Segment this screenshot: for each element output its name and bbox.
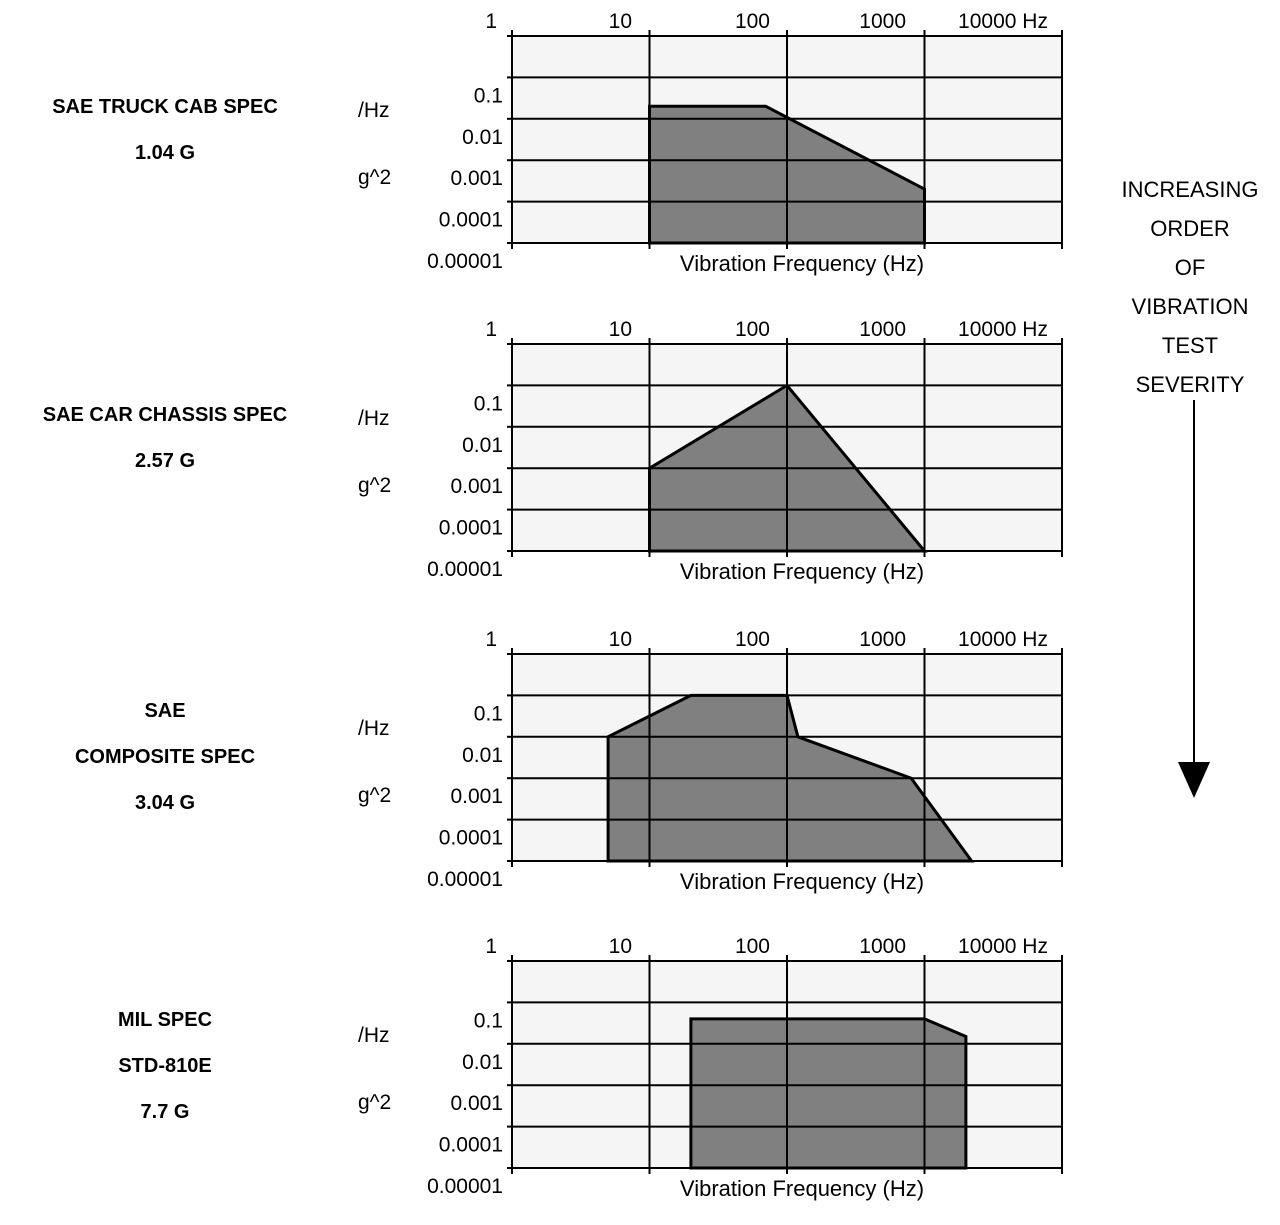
y-tick-label: 0.0001 <box>439 1134 503 1157</box>
y-tick-label: 0.001 <box>450 785 503 808</box>
x-tick-label: 100 <box>735 10 770 33</box>
x-tick-label: 100 <box>735 318 770 341</box>
severity-line: ORDER <box>1150 216 1230 241</box>
x-tick-label: 10000 Hz <box>958 628 1048 651</box>
y-tick-label: 0.001 <box>450 475 503 498</box>
y-axis-label: /Hz <box>358 407 390 430</box>
x-tick-label: 100 <box>735 628 770 651</box>
x-tick-label: 10000 Hz <box>958 935 1048 958</box>
x-tick-label: 10 <box>609 628 632 651</box>
spec-title-line: 3.04 G <box>134 792 196 814</box>
chart-panel-truck-cab: SAE TRUCK CAB SPEC 1.04 G 1 10 100 1000 1000… <box>0 0 1280 300</box>
x-tick-label: 1 <box>485 318 497 341</box>
y-axis-label: g^2 <box>358 166 391 189</box>
severity-line: VIBRATION <box>1131 294 1249 319</box>
x-axis-label: Vibration Frequency (Hz) <box>680 869 924 894</box>
y-tick-label: 0.1 <box>474 1009 503 1032</box>
y-tick-label: 0.1 <box>474 392 503 415</box>
x-axis-label: Vibration Frequency (Hz) <box>680 1176 924 1201</box>
y-axis-label: g^2 <box>358 474 391 497</box>
y-axis-label: g^2 <box>358 1091 391 1114</box>
y-tick-label: 0.00001 <box>427 868 503 891</box>
y-tick-label: 0.0001 <box>439 517 503 540</box>
severity-line: SEVERITY <box>1135 372 1245 397</box>
y-axis-label: /Hz <box>358 1024 390 1047</box>
x-axis-label: Vibration Frequency (Hz) <box>680 559 924 584</box>
y-tick-label: 0.01 <box>462 434 503 457</box>
y-tick-label: 0.1 <box>474 84 503 107</box>
x-tick-label: 10 <box>609 10 632 33</box>
severity-note: INCREASING ORDER OF VIBRATION TEST SEVER… <box>1098 170 1280 404</box>
spec-title-line: SAE TRUCK CAB SPEC <box>52 96 278 118</box>
spec-title-line: STD-810E <box>118 1055 212 1077</box>
chart-svg: 1 10 100 1000 10000 Hz 0.1 0.01 0.001 0.0001 0.00… <box>358 935 1063 1201</box>
y-tick-label: 0.01 <box>462 126 503 149</box>
severity-line: OF <box>1174 255 1206 280</box>
spec-title-line: MIL SPEC <box>117 1009 213 1031</box>
x-tick-label: 10 <box>609 935 632 958</box>
chart-panel-composite: SAE COMPOSITE SPEC 3.04 G 1 10 100 1000 1000… <box>0 618 1280 918</box>
chart-svg: 1 10 100 1000 10000 Hz 0.1 0.01 0.001 0.0001 0.00… <box>358 628 1063 894</box>
y-tick-label: 0.00001 <box>427 1175 503 1198</box>
x-tick-label: 10 <box>609 318 632 341</box>
y-tick-label: 0.001 <box>450 1092 503 1115</box>
y-tick-label: 0.001 <box>450 167 503 190</box>
x-tick-label: 1 <box>485 628 497 651</box>
severity-arrow-icon <box>1178 400 1210 798</box>
x-tick-label: 1000 <box>859 935 906 958</box>
chart-svg: 1 10 100 1000 10000 Hz 0.1 0.01 0.001 0.0001 0.00… <box>358 318 1063 584</box>
y-tick-label: 0.0001 <box>439 827 503 850</box>
spec-title: SAE TRUCK CAB SPEC 1.04 G <box>0 84 330 176</box>
y-tick-label: 0.01 <box>462 744 503 767</box>
y-tick-label: 0.1 <box>474 702 503 725</box>
x-tick-label: 100 <box>735 935 770 958</box>
x-tick-label: 1 <box>485 10 497 33</box>
x-tick-label: 1 <box>485 935 497 958</box>
spec-title: MIL SPEC STD-810E 7.7 G <box>0 997 330 1135</box>
spec-title-line: SAE <box>144 700 186 722</box>
y-axis-label: /Hz <box>358 99 390 122</box>
y-tick-label: 0.0001 <box>439 209 503 232</box>
spec-title-line: SAE CAR CHASSIS SPEC <box>42 404 288 426</box>
y-tick-label: 0.01 <box>462 1051 503 1074</box>
y-tick-label: 0.00001 <box>427 250 503 273</box>
spec-title-line: COMPOSITE SPEC <box>74 746 256 768</box>
severity-line: TEST <box>1161 333 1219 358</box>
x-tick-label: 10000 Hz <box>958 10 1048 33</box>
severity-line: INCREASING <box>1121 177 1259 202</box>
x-tick-label: 1000 <box>859 10 906 33</box>
x-tick-label: 10000 Hz <box>958 318 1048 341</box>
spec-title: SAE COMPOSITE SPEC 3.04 G <box>0 688 330 826</box>
y-axis-label: /Hz <box>358 717 390 740</box>
x-tick-label: 1000 <box>859 318 906 341</box>
spec-title-line: 7.7 G <box>140 1101 190 1123</box>
y-tick-label: 0.00001 <box>427 558 503 581</box>
chart-panel-mil-spec: MIL SPEC STD-810E 7.7 G 1 10 100 1000 10000 … <box>0 925 1280 1225</box>
chart-panel-car-chassis: SAE CAR CHASSIS SPEC 2.57 G 1 10 100 1000 10… <box>0 308 1280 608</box>
x-axis-label: Vibration Frequency (Hz) <box>680 251 924 276</box>
chart-svg: 1 10 100 1000 10000 Hz 0.1 0.01 0.001 0.0001 0.00… <box>358 10 1063 276</box>
spec-title: SAE CAR CHASSIS SPEC 2.57 G <box>0 392 330 484</box>
y-axis-label: g^2 <box>358 784 391 807</box>
x-tick-label: 1000 <box>859 628 906 651</box>
spec-title-line: 2.57 G <box>134 450 196 472</box>
spec-title-line: 1.04 G <box>134 142 196 164</box>
